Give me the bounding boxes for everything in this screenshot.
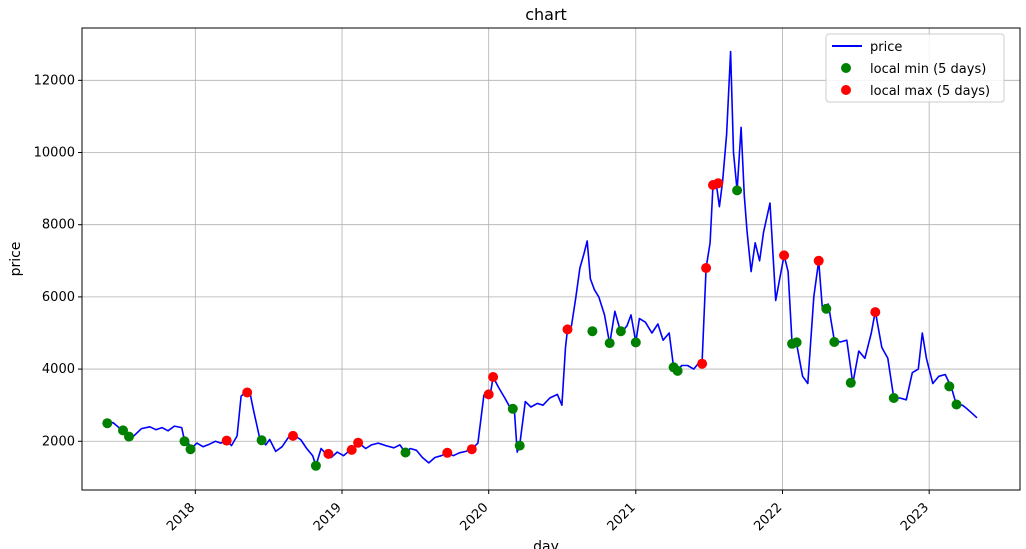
local-min-point	[587, 326, 598, 337]
local-max-point	[779, 250, 790, 261]
local-min-point	[672, 365, 683, 376]
local-min-point	[310, 460, 321, 471]
local-min-point	[821, 303, 832, 314]
local-max-point	[488, 372, 499, 382]
y-tick-label: 6000	[42, 290, 75, 305]
local-min-point	[944, 381, 955, 392]
local-min-point	[615, 326, 626, 337]
local-max-point	[713, 178, 724, 189]
local-max-point	[288, 430, 298, 441]
x-tick-label: 2020	[458, 500, 492, 534]
local-min-point	[179, 436, 190, 447]
y-tick-label: 8000	[42, 218, 75, 233]
x-tick-label: 2021	[605, 500, 639, 534]
local-max-point	[483, 389, 494, 400]
local-min-point	[256, 435, 267, 446]
legend-local-min-label: local min (5 days)	[870, 62, 986, 77]
local-max-point	[466, 444, 477, 455]
y-tick-label: 4000	[42, 362, 75, 377]
tick-layer: 2000 4000 6000 8000 10000 12000 2018 2019 2020 20…	[34, 73, 932, 534]
local-min-point	[791, 337, 802, 348]
local-max-point	[353, 437, 364, 448]
legend-price-label: price	[870, 40, 902, 55]
local-max-point	[870, 307, 881, 318]
legend-local-max-marker	[841, 85, 851, 95]
local-min-point	[845, 377, 856, 388]
x-tick-label: 2022	[751, 500, 785, 534]
grid-layer	[82, 28, 1020, 490]
y-tick-label: 10000	[34, 146, 75, 161]
local-max-point	[813, 255, 824, 266]
legend-box	[825, 33, 1005, 103]
local-min-point	[732, 185, 743, 196]
local-min-point	[102, 418, 113, 429]
local-max-point	[346, 444, 357, 455]
chart-title: chart	[525, 5, 567, 24]
local-max-point	[562, 324, 573, 335]
local-max-point	[697, 358, 708, 369]
x-tick-label: 2019	[311, 500, 345, 534]
legend-local-min-marker	[841, 63, 851, 73]
local-min-point	[507, 403, 518, 414]
local-max-point	[221, 435, 232, 446]
local-max-point	[242, 387, 253, 398]
y-tick-label: 2000	[42, 434, 75, 449]
legend-local-max-label: local max (5 days)	[870, 84, 990, 99]
x-axis-label: day	[533, 539, 559, 549]
plot-frame	[81, 27, 1021, 491]
local-max-point	[323, 448, 334, 459]
local-min-point	[630, 337, 641, 348]
local-min-point	[604, 338, 615, 349]
local-min-point	[185, 444, 196, 455]
x-tick-label: 2023	[898, 500, 932, 534]
local-min-point	[118, 425, 128, 436]
local-min-point	[124, 431, 134, 442]
local-min-point	[951, 399, 962, 410]
local-max-point	[442, 447, 453, 458]
local-min-point	[829, 337, 840, 347]
local-min-point	[400, 447, 411, 458]
local-min-point	[888, 393, 899, 403]
x-tick-label: 2018	[164, 500, 198, 534]
legend: price local min (5 days) local max (5 da…	[825, 33, 1005, 103]
y-tick-label: 12000	[34, 73, 75, 88]
price-series-line	[106, 50, 978, 467]
local-min-point	[514, 440, 525, 451]
y-axis-label: price	[8, 242, 24, 277]
local-max-point	[701, 263, 712, 273]
data-layer	[102, 50, 978, 471]
